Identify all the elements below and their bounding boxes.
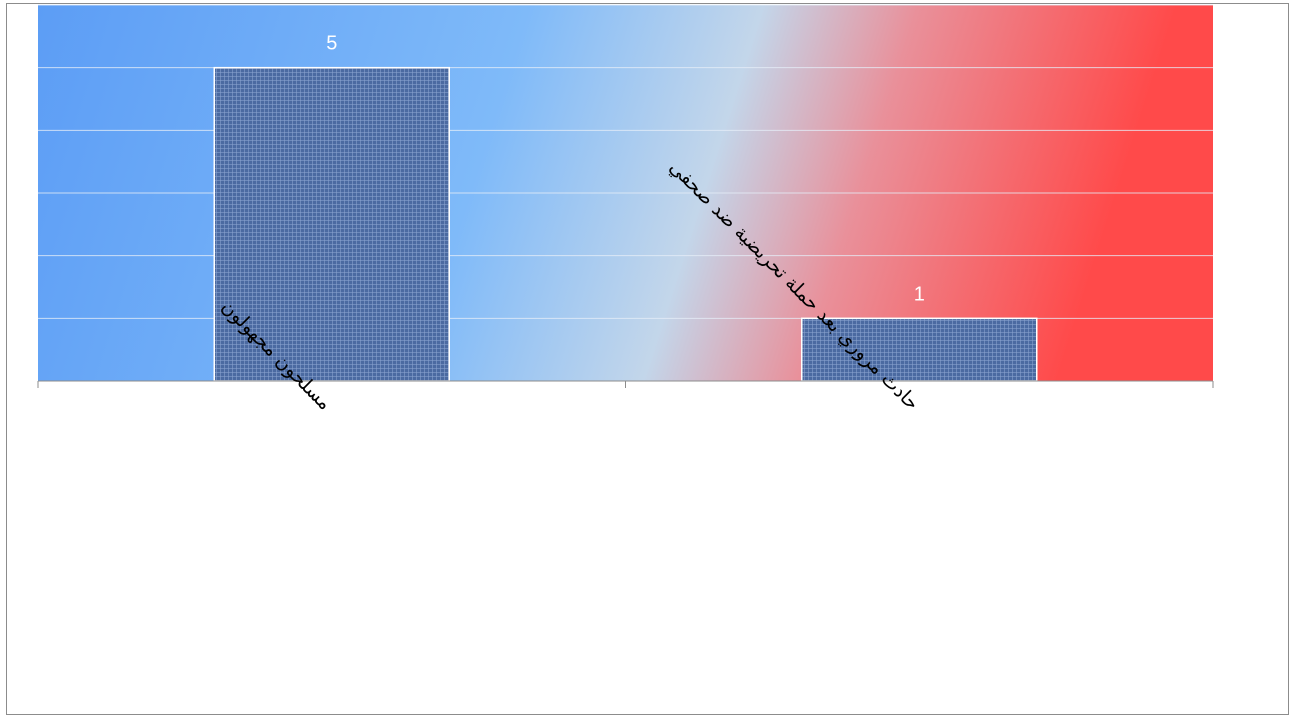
- bar-1: [213, 66, 450, 382]
- data-label-1: 5: [326, 33, 337, 55]
- data-label-2: 1: [914, 283, 925, 305]
- bars: [213, 66, 1038, 382]
- data-labels: 51: [326, 33, 925, 306]
- x-axis: [37, 380, 1214, 388]
